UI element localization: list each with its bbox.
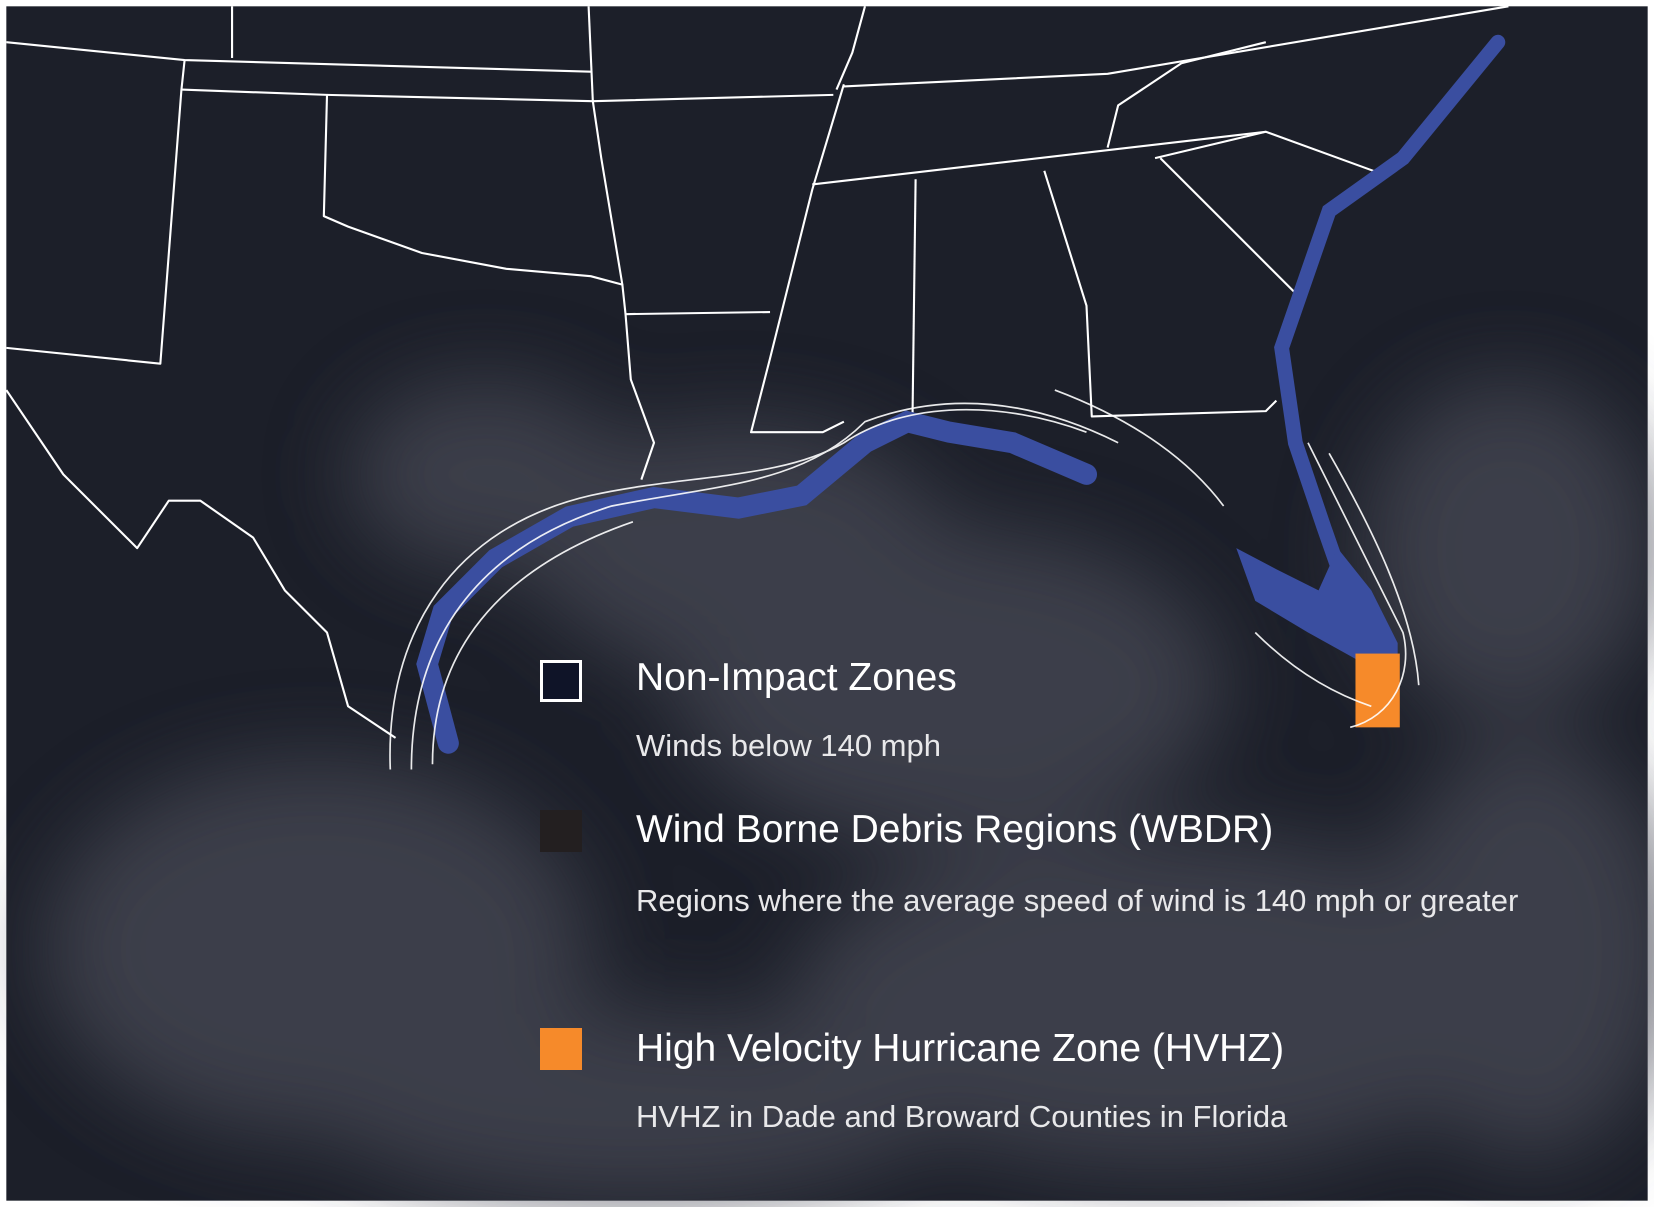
- legend-swatch: [540, 1028, 582, 1070]
- state-borders: [5, 5, 1509, 739]
- wbdr-zone: [416, 34, 1506, 754]
- wind-contours: [389, 389, 1420, 770]
- legend-title: High Velocity Hurricane Zone (HVHZ): [636, 1027, 1285, 1070]
- legend-title: Wind Borne Debris Regions (WBDR): [636, 808, 1274, 851]
- legend-description: Regions where the average speed of wind …: [636, 883, 1519, 918]
- legend-title: Non-Impact Zones: [636, 656, 957, 699]
- legend-description: HVHZ in Dade and Broward Counties in Flo…: [636, 1099, 1288, 1134]
- clouds: [42, 379, 1654, 1202]
- legend-swatch: [540, 660, 582, 702]
- legend-swatch: [540, 810, 582, 852]
- legend-description: Winds below 140 mph: [636, 728, 941, 763]
